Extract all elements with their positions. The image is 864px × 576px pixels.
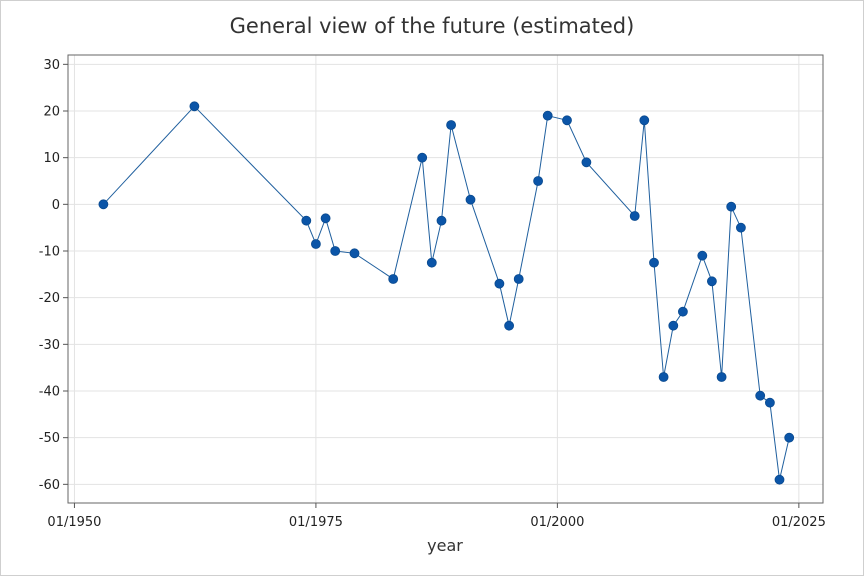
data-point	[658, 372, 669, 382]
x-tick-label: 01/1975	[289, 515, 343, 530]
chart-title: General view of the future (estimated)	[229, 14, 635, 38]
data-point	[649, 257, 659, 268]
y-axis: 30 20 10 0 -10 -20 -30 -40 -50 -60	[39, 58, 68, 493]
y-tick-label: -30	[39, 338, 60, 353]
data-point	[639, 115, 650, 126]
data-point	[388, 274, 399, 284]
data-point	[726, 201, 737, 212]
data-point	[629, 211, 640, 221]
data-point	[465, 194, 476, 205]
data-point	[98, 199, 109, 210]
data-point	[436, 215, 447, 226]
data-point	[320, 213, 331, 224]
data-point	[189, 101, 200, 112]
plot-area	[67, 54, 824, 504]
data-point	[349, 248, 360, 259]
data-point	[716, 372, 727, 382]
data-point	[513, 274, 524, 284]
data-point	[310, 239, 321, 249]
x-tick-label: 01/1950	[47, 515, 101, 530]
x-axis-label: year	[427, 536, 463, 555]
data-point	[446, 120, 457, 130]
data-point	[707, 276, 717, 287]
data-point	[562, 115, 572, 126]
data-point	[417, 152, 428, 163]
y-tick-label: 30	[43, 58, 60, 73]
y-tick-label: -40	[39, 385, 60, 400]
y-tick-label: -50	[39, 431, 60, 446]
y-tick-label: 0	[52, 198, 60, 213]
y-tick-label: -10	[39, 245, 60, 260]
data-point	[542, 110, 553, 121]
y-tick-label: 20	[43, 105, 60, 120]
data-point	[784, 432, 795, 443]
x-axis: 01/1950 01/1975 01/2000 01/2025	[47, 503, 826, 530]
data-point	[330, 246, 341, 256]
data-point	[755, 390, 766, 401]
data-point	[765, 397, 775, 408]
data-point	[494, 278, 505, 289]
data-point	[668, 320, 679, 331]
data-point	[736, 222, 746, 233]
y-tick-label: -20	[39, 291, 60, 306]
data-point	[504, 320, 515, 331]
data-point	[426, 257, 437, 268]
data-point	[301, 215, 312, 226]
data-point	[697, 250, 708, 261]
data-point	[774, 474, 785, 485]
y-tick-label: 10	[43, 151, 60, 166]
data-point	[533, 176, 543, 186]
grid-lines	[68, 55, 823, 503]
x-tick-label: 01/2025	[772, 515, 826, 530]
data-point	[581, 157, 592, 168]
data-point	[678, 306, 688, 317]
data-points	[98, 101, 795, 485]
series-line	[103, 105, 790, 480]
x-tick-label: 01/2000	[530, 515, 584, 530]
y-tick-label: -60	[39, 478, 60, 493]
